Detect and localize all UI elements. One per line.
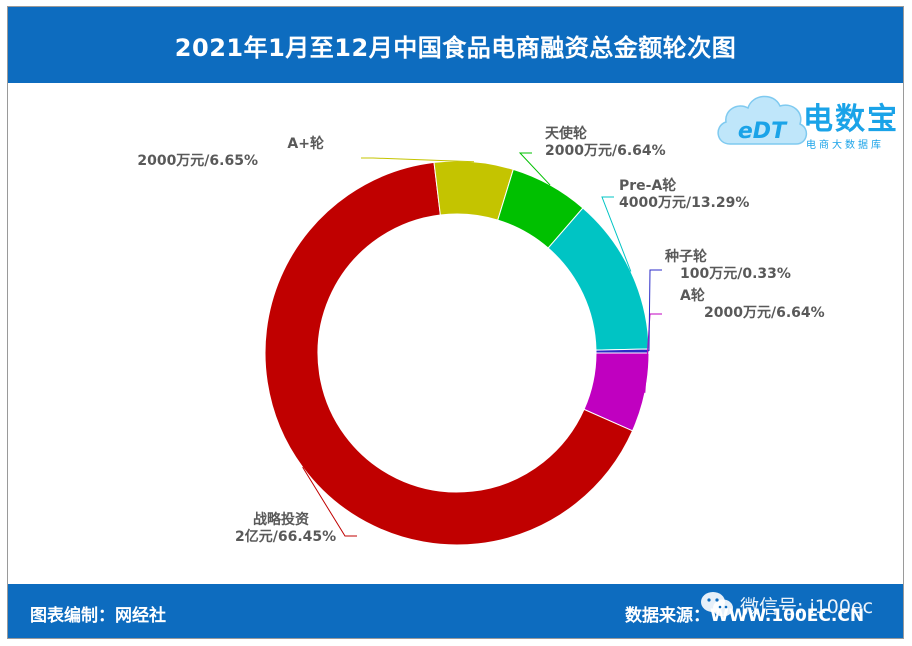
slice-value-label: 2亿元/66.45% — [235, 528, 336, 545]
label-leaders — [302, 152, 662, 537]
leader-Pre-A轮 — [601, 196, 632, 272]
edt-logo: eDT 电数宝 电商大数据库 — [712, 86, 902, 156]
slice-name-label: Pre-A轮 — [619, 177, 676, 194]
slice-labels: A轮2000万元/6.64%战略投资2亿元/66.45%A+轮2000万元/6.… — [137, 125, 824, 545]
slice-种子轮 — [595, 348, 650, 354]
leader-天使轮 — [518, 152, 551, 186]
wechat-id: 微信号: i100ec — [740, 595, 874, 618]
slice-name-label: 种子轮 — [664, 248, 707, 265]
chart-title: 2021年1月至12月中国食品电商融资总金额轮次图 — [8, 7, 903, 83]
slice-value-label: 100万元/0.33% — [680, 266, 791, 282]
leader-战略投资 — [302, 466, 357, 537]
slice-value-label: 2000万元/6.64% — [545, 143, 666, 159]
wechat-watermark: 微信号: i100ec — [700, 588, 873, 622]
footer-bar: 图表编制：网经社 数据来源：WWW.100EC.CN — [8, 584, 903, 638]
cloud-logo-icon: eDT — [717, 95, 808, 145]
donut-slices — [264, 160, 650, 546]
slice-value-label: 2000万元/6.65% — [137, 153, 258, 169]
footer-source: 数据来源：WWW.100EC.CN — [625, 606, 865, 626]
logo-badge: eDT — [738, 119, 788, 144]
leader-A+轮 — [361, 157, 475, 163]
slice-value-label: 4000万元/13.29% — [619, 195, 749, 211]
slice-name-label: 战略投资 — [253, 511, 309, 528]
leader-A轮 — [644, 313, 662, 393]
slice-name-label: A+轮 — [287, 135, 324, 152]
slice-value-label: 2000万元/6.64% — [704, 305, 825, 321]
slice-name-label: A轮 — [680, 287, 705, 304]
footer-credit: 图表编制：网经社 — [30, 606, 166, 626]
slice-战略投资 — [264, 161, 634, 546]
slice-name-label: 天使轮 — [545, 125, 587, 142]
wechat-icon — [701, 592, 733, 617]
logo-name: 电数宝 — [803, 102, 899, 137]
leader-种子轮 — [648, 269, 662, 352]
logo-subtitle: 电商大数据库 — [806, 140, 884, 151]
